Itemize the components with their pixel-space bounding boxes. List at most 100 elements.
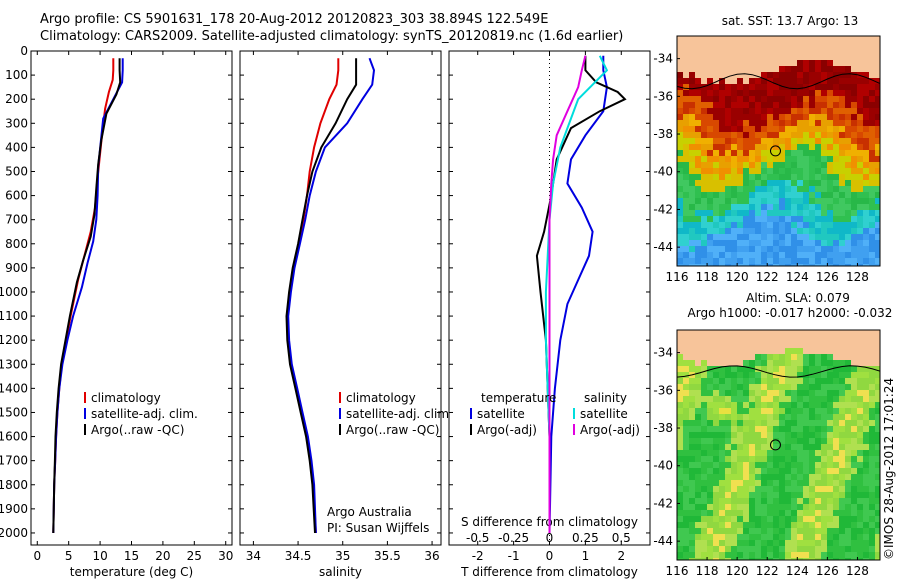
map-cell bbox=[725, 420, 731, 426]
map-cell bbox=[749, 156, 755, 162]
map-cell bbox=[755, 438, 761, 444]
map-frame bbox=[676, 35, 881, 267]
map-cell bbox=[839, 114, 845, 120]
map-cell bbox=[683, 36, 689, 42]
map-cell bbox=[851, 66, 857, 72]
map-cell bbox=[701, 444, 707, 450]
map-cell bbox=[749, 528, 755, 534]
map-cell bbox=[713, 54, 719, 60]
map-cell bbox=[677, 366, 683, 372]
map-cell bbox=[761, 138, 767, 144]
map-cell bbox=[833, 180, 839, 186]
map-cell bbox=[737, 60, 743, 66]
map-cell bbox=[779, 468, 785, 474]
map-cell bbox=[743, 546, 749, 552]
map-cell bbox=[725, 528, 731, 534]
map-cell bbox=[809, 498, 815, 504]
map-cell bbox=[731, 222, 737, 228]
map-cell bbox=[773, 60, 779, 66]
map-cell bbox=[767, 192, 773, 198]
map-cell bbox=[695, 78, 701, 84]
map-cell bbox=[857, 552, 863, 558]
map-cell bbox=[713, 102, 719, 108]
map-cell bbox=[713, 264, 719, 266]
map-cell bbox=[749, 216, 755, 222]
map-cell bbox=[707, 552, 713, 558]
map-cell bbox=[833, 258, 839, 264]
map-cell bbox=[797, 456, 803, 462]
map-cell bbox=[845, 174, 851, 180]
map-cell bbox=[857, 342, 863, 348]
map-cell bbox=[767, 126, 773, 132]
map-cell bbox=[743, 498, 749, 504]
map-cell bbox=[719, 462, 725, 468]
map-cell bbox=[695, 102, 701, 108]
map-cell bbox=[827, 222, 833, 228]
map-cell bbox=[797, 360, 803, 366]
map-cell bbox=[827, 54, 833, 60]
map-cell bbox=[797, 168, 803, 174]
map-cell bbox=[803, 330, 809, 336]
map-cell bbox=[779, 84, 785, 90]
map-cell bbox=[701, 360, 707, 366]
map-cell bbox=[851, 354, 857, 360]
y-tick-label: 100 bbox=[5, 68, 28, 82]
map-cell bbox=[749, 192, 755, 198]
map-cell bbox=[701, 138, 707, 144]
map-cell bbox=[779, 486, 785, 492]
map-cell bbox=[803, 372, 809, 378]
map-cell bbox=[815, 168, 821, 174]
map-cell bbox=[785, 168, 791, 174]
map-cell bbox=[863, 420, 869, 426]
map-cell bbox=[821, 330, 827, 336]
map-x-tick-label: 120 bbox=[726, 564, 749, 578]
map-cell bbox=[713, 438, 719, 444]
map-cell bbox=[833, 204, 839, 210]
map-cell bbox=[779, 228, 785, 234]
map-cell bbox=[791, 42, 797, 48]
map-cell bbox=[701, 468, 707, 474]
map-cell bbox=[797, 498, 803, 504]
map-cell bbox=[791, 468, 797, 474]
map-cell bbox=[761, 126, 767, 132]
map-y-tick-label: -38 bbox=[653, 421, 673, 435]
map-cell bbox=[773, 360, 779, 366]
map-cell bbox=[677, 264, 683, 266]
map-cell bbox=[869, 474, 875, 480]
map-cell bbox=[809, 36, 815, 42]
map-cell bbox=[731, 186, 737, 192]
map-cell bbox=[779, 414, 785, 420]
map-cell bbox=[689, 174, 695, 180]
map-cell bbox=[827, 378, 833, 384]
map-cell bbox=[803, 234, 809, 240]
map-cell bbox=[761, 90, 767, 96]
map-cell bbox=[845, 402, 851, 408]
map-cell bbox=[677, 468, 683, 474]
map-cell bbox=[803, 138, 809, 144]
map-cell bbox=[749, 408, 755, 414]
map-cell bbox=[809, 264, 815, 266]
map-cell bbox=[851, 168, 857, 174]
map-cell bbox=[797, 516, 803, 522]
map-cell bbox=[761, 102, 767, 108]
map-cell bbox=[689, 438, 695, 444]
map-cell bbox=[767, 408, 773, 414]
map-cell bbox=[821, 102, 827, 108]
map-cell bbox=[701, 72, 707, 78]
map-x-tick-label: 118 bbox=[696, 564, 719, 578]
map-cell bbox=[797, 258, 803, 264]
map-cell bbox=[767, 264, 773, 266]
map-cell bbox=[719, 72, 725, 78]
map-cell bbox=[827, 336, 833, 342]
map-cell bbox=[785, 66, 791, 72]
map-cell bbox=[713, 534, 719, 540]
map-cell bbox=[863, 510, 869, 516]
map-cell bbox=[719, 408, 725, 414]
map-cell bbox=[695, 468, 701, 474]
map-cell bbox=[713, 78, 719, 84]
map-cell bbox=[725, 228, 731, 234]
map-cell bbox=[797, 348, 803, 354]
map-cell bbox=[707, 42, 713, 48]
map-cell bbox=[827, 108, 833, 114]
map-cell bbox=[821, 444, 827, 450]
